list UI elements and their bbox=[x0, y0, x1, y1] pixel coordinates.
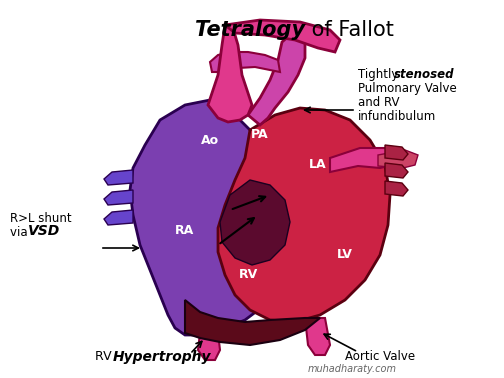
Polygon shape bbox=[305, 318, 330, 355]
Text: R>L shunt: R>L shunt bbox=[10, 212, 72, 225]
Text: Tetralogy: Tetralogy bbox=[195, 20, 305, 40]
Text: Ao: Ao bbox=[201, 133, 219, 147]
Polygon shape bbox=[104, 210, 133, 225]
Text: LA: LA bbox=[309, 158, 327, 172]
Polygon shape bbox=[104, 170, 133, 185]
Polygon shape bbox=[225, 20, 340, 52]
Polygon shape bbox=[385, 163, 408, 178]
Polygon shape bbox=[378, 150, 418, 168]
Text: Aortic Valve: Aortic Valve bbox=[345, 350, 415, 363]
Text: Hypertrophy: Hypertrophy bbox=[113, 350, 212, 364]
Polygon shape bbox=[218, 108, 390, 322]
Text: RV: RV bbox=[95, 350, 115, 363]
Text: Tightly: Tightly bbox=[358, 68, 402, 81]
Text: of Fallot: of Fallot bbox=[305, 20, 394, 40]
Polygon shape bbox=[220, 180, 290, 265]
Text: LV: LV bbox=[337, 248, 353, 262]
Text: stenosed: stenosed bbox=[394, 68, 455, 81]
Polygon shape bbox=[210, 52, 280, 72]
Polygon shape bbox=[185, 300, 320, 345]
Polygon shape bbox=[104, 190, 133, 205]
Text: muhadharaty.com: muhadharaty.com bbox=[308, 364, 397, 374]
Polygon shape bbox=[385, 145, 408, 160]
Polygon shape bbox=[208, 25, 252, 122]
Polygon shape bbox=[385, 181, 408, 196]
Polygon shape bbox=[330, 148, 395, 172]
Text: PA: PA bbox=[251, 129, 269, 141]
Text: RA: RA bbox=[175, 223, 195, 237]
Text: infundibulum: infundibulum bbox=[358, 110, 436, 123]
Polygon shape bbox=[130, 100, 285, 335]
Text: and RV: and RV bbox=[358, 96, 400, 109]
Text: via: via bbox=[10, 226, 31, 239]
Text: Pulmonary Valve: Pulmonary Valve bbox=[358, 82, 457, 95]
Text: RV: RV bbox=[238, 268, 258, 282]
Polygon shape bbox=[248, 35, 305, 125]
Polygon shape bbox=[198, 333, 220, 360]
Text: VSD: VSD bbox=[28, 224, 60, 238]
